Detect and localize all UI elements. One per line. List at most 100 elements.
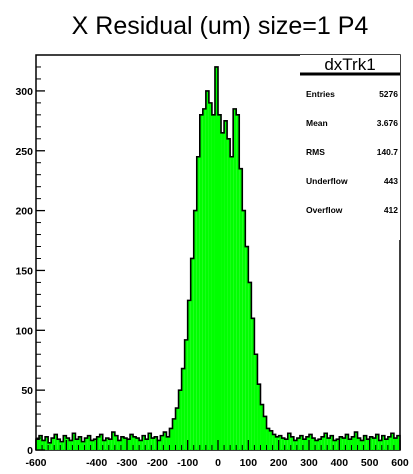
- histogram-bar: [90, 440, 94, 450]
- histogram-bar: [299, 435, 303, 450]
- stats-row-value: 443: [384, 176, 398, 186]
- histogram-bar: [114, 435, 118, 450]
- histogram-bar: [333, 440, 337, 450]
- histogram-bar: [211, 114, 215, 451]
- x-tick-label: 400: [331, 457, 349, 469]
- histogram-bar: [142, 435, 146, 450]
- x-tick-label: 200: [270, 457, 288, 469]
- histogram-bar: [287, 433, 291, 450]
- stats-row-value: 140.7: [377, 147, 399, 157]
- histogram-bar: [393, 438, 397, 450]
- histogram-bar: [275, 436, 279, 450]
- histogram-bar: [330, 435, 334, 450]
- histogram-bar: [60, 441, 64, 450]
- histogram-bar: [175, 408, 179, 450]
- histogram-bar: [351, 436, 355, 450]
- histogram-bar: [39, 435, 43, 450]
- histogram-bar: [81, 441, 85, 450]
- histogram-bar: [327, 438, 331, 450]
- histogram-bar: [384, 439, 388, 450]
- histogram-bar: [202, 108, 206, 450]
- histogram-bar: [193, 210, 197, 450]
- histogram-bar: [148, 433, 152, 450]
- histogram-bar: [117, 440, 121, 450]
- histogram-bar: [154, 436, 158, 450]
- histogram-bar: [236, 114, 240, 451]
- y-tick-label: 150: [15, 265, 33, 277]
- histogram-bar: [305, 436, 309, 450]
- histogram-bar: [184, 339, 188, 450]
- histogram-bar: [366, 439, 370, 450]
- y-tick-label: 50: [21, 385, 33, 397]
- histogram-bar: [230, 156, 234, 450]
- histogram-bar: [315, 440, 319, 450]
- stats-row-value: 412: [384, 205, 398, 215]
- histogram-bar: [387, 436, 391, 450]
- histogram-bar: [78, 436, 82, 450]
- x-tick-label: 600: [391, 457, 409, 469]
- histogram-bar: [63, 435, 67, 450]
- x-tick-label: 0: [215, 457, 221, 469]
- histogram-bar: [278, 435, 282, 450]
- x-axis: -600 -400 -300 -200 -100 0 100 200 300 400 500 600: [25, 440, 409, 469]
- histogram-bar: [108, 439, 112, 450]
- stats-row-name: Underflow: [306, 176, 348, 186]
- histogram-bar: [266, 428, 270, 450]
- stats-rows: Entries 5276 Mean 3.676 RMS 140.7 Underflow 443…: [306, 89, 398, 215]
- histogram-bar: [357, 438, 361, 450]
- histogram-bar: [42, 440, 46, 450]
- x-tick-label: -200: [147, 457, 168, 469]
- x-tick-label: -300: [116, 457, 137, 469]
- histogram-bar: [178, 390, 182, 450]
- histogram-bar: [272, 434, 276, 450]
- histogram-bar: [75, 439, 79, 450]
- histogram-bar: [354, 432, 358, 450]
- histogram-bar: [269, 430, 273, 450]
- x-tick-label: -400: [86, 457, 107, 469]
- histogram-bar: [72, 433, 76, 450]
- histogram-bar: [190, 258, 194, 450]
- histogram-bar: [36, 439, 40, 450]
- histogram-bar: [120, 436, 124, 450]
- histogram-bar: [169, 428, 173, 450]
- histogram-bar: [214, 66, 218, 450]
- histogram-outline: [35, 66, 401, 450]
- histogram-bar: [381, 435, 385, 450]
- histogram-bar: [96, 436, 100, 450]
- histogram-bar: [105, 438, 109, 450]
- histogram-bar: [390, 433, 394, 450]
- histogram-bar: [111, 432, 115, 450]
- y-tick-label: 0: [27, 445, 33, 457]
- stats-box: dxTrk1 Entries 5276 Mean 3.676 RMS 140.7 Under…: [300, 55, 400, 240]
- histogram-bar: [360, 440, 364, 450]
- histogram-bar: [130, 434, 134, 450]
- histogram-bar: [133, 436, 137, 450]
- histogram-bar: [102, 440, 106, 450]
- histogram-bar: [372, 438, 376, 450]
- stats-row-name: Overflow: [306, 205, 343, 215]
- histogram-bar: [84, 438, 88, 450]
- y-tick-label: 250: [15, 146, 33, 158]
- histogram-bar: [369, 436, 373, 450]
- histogram-bar: [181, 368, 185, 450]
- stats-row-name: Mean: [306, 118, 328, 128]
- chart-title: X Residual (um) size=1 P4: [72, 12, 369, 40]
- histogram-bar: [263, 416, 267, 450]
- x-tick-label: 300: [300, 457, 318, 469]
- x-tick-label: -100: [177, 457, 198, 469]
- histogram-bar: [87, 435, 91, 450]
- histogram-bar: [321, 436, 325, 450]
- histogram-bar: [45, 436, 49, 450]
- y-axis: 0 50 100 150 200 250 300: [15, 66, 45, 457]
- histogram-bar: [296, 438, 300, 450]
- histogram-bar: [260, 404, 264, 450]
- histogram-bar: [160, 435, 164, 450]
- histogram-bar: [99, 434, 103, 450]
- x-tick-label: 100: [240, 457, 258, 469]
- histogram-bar: [284, 439, 288, 450]
- histogram-bar: [324, 433, 328, 450]
- histogram-bar: [157, 440, 161, 450]
- histogram-bar: [218, 114, 222, 451]
- histogram-bar: [208, 102, 212, 450]
